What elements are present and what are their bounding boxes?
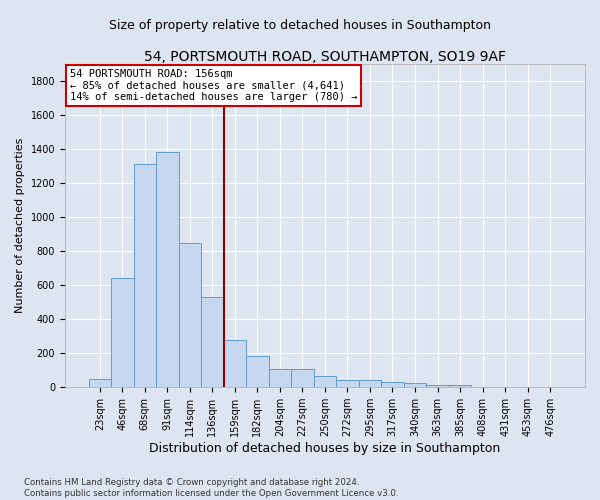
Bar [156,152,179,387]
Text: Contains HM Land Registry data © Crown copyright and database right 2024.
Contai: Contains HM Land Registry data © Crown c… [24,478,398,498]
Bar [111,278,134,387]
Bar [426,384,449,387]
Bar [314,376,336,387]
Bar [246,356,269,387]
Bar [336,380,359,387]
Bar [269,370,291,387]
Bar [179,242,201,387]
Bar [449,384,471,387]
Bar [201,297,224,387]
Y-axis label: Number of detached properties: Number of detached properties [15,138,25,314]
Text: 54 PORTSMOUTH ROAD: 156sqm
← 85% of detached houses are smaller (4,641)
14% of s: 54 PORTSMOUTH ROAD: 156sqm ← 85% of deta… [70,69,358,102]
Text: Size of property relative to detached houses in Southampton: Size of property relative to detached ho… [109,18,491,32]
Title: 54, PORTSMOUTH ROAD, SOUTHAMPTON, SO19 9AF: 54, PORTSMOUTH ROAD, SOUTHAMPTON, SO19 9… [144,50,506,64]
Bar [381,382,404,387]
Bar [134,164,156,387]
Bar [359,380,381,387]
Bar [224,340,246,387]
Bar [404,383,426,387]
Bar [89,378,111,387]
Bar [291,370,314,387]
X-axis label: Distribution of detached houses by size in Southampton: Distribution of detached houses by size … [149,442,500,455]
